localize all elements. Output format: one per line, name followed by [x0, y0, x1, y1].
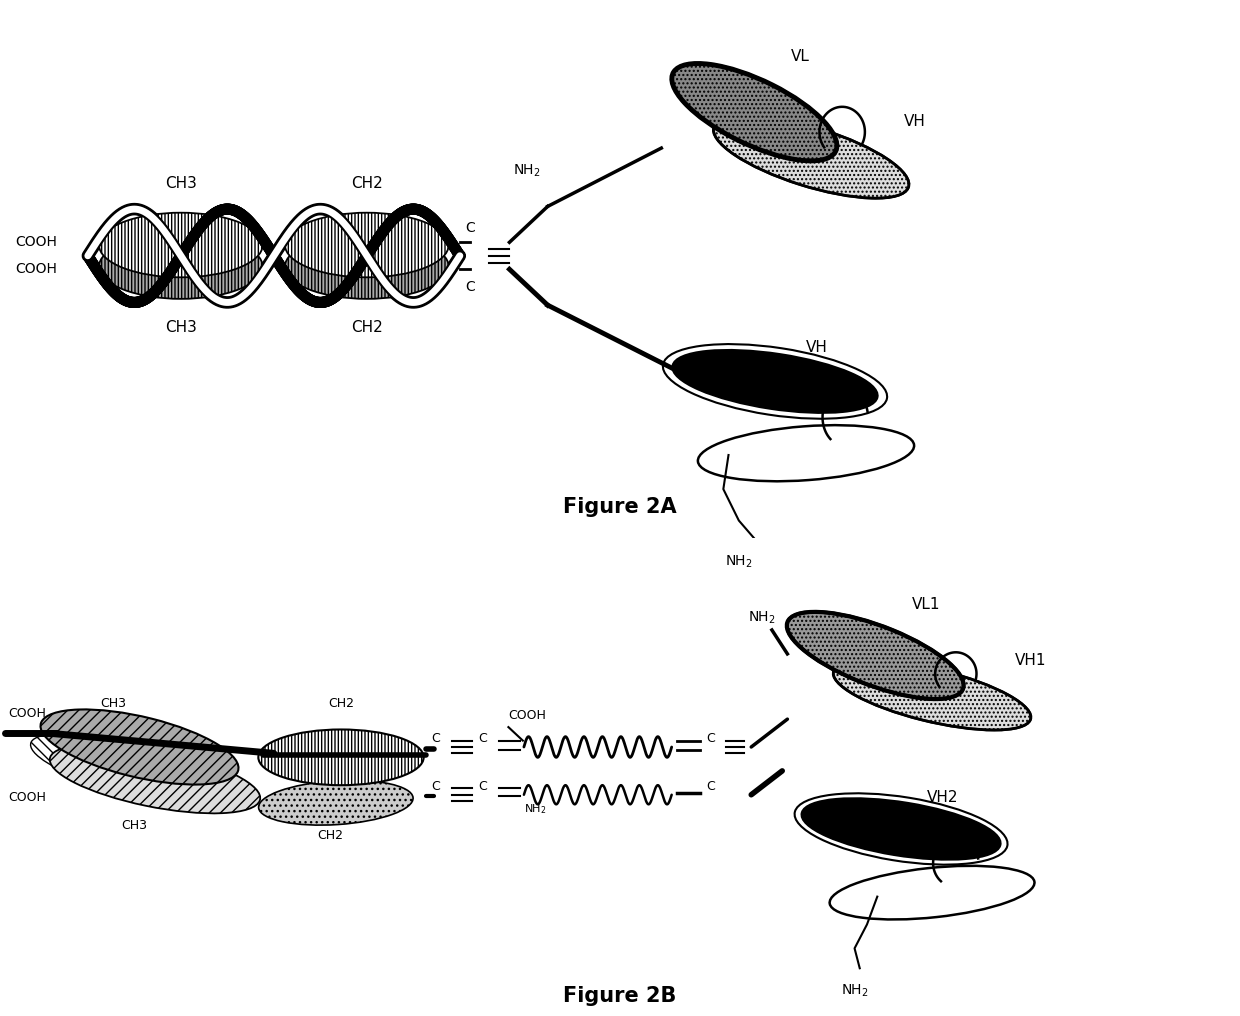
Text: VH: VH: [806, 339, 828, 355]
Text: COOH: COOH: [9, 707, 46, 720]
Text: CH3: CH3: [100, 697, 126, 709]
Ellipse shape: [802, 799, 999, 859]
Text: COOH: COOH: [15, 236, 57, 249]
Text: Figure 2B: Figure 2B: [563, 987, 677, 1006]
Text: COOH: COOH: [15, 262, 57, 276]
Ellipse shape: [41, 709, 238, 784]
Text: Figure 2A: Figure 2A: [563, 497, 677, 517]
Text: CH2: CH2: [351, 176, 383, 191]
Text: COOH: COOH: [9, 790, 46, 804]
Text: NH$_2$: NH$_2$: [841, 982, 868, 999]
Text: NH$_2$: NH$_2$: [523, 803, 547, 816]
Text: C: C: [479, 780, 487, 793]
Ellipse shape: [713, 116, 909, 198]
Ellipse shape: [50, 745, 260, 814]
Text: C: C: [706, 733, 714, 746]
Text: VL2: VL2: [968, 873, 997, 888]
Text: VH1: VH1: [1014, 652, 1047, 668]
Ellipse shape: [258, 729, 424, 785]
Ellipse shape: [787, 612, 963, 699]
Ellipse shape: [672, 63, 837, 161]
Text: VH: VH: [904, 114, 926, 129]
Ellipse shape: [833, 660, 1030, 731]
Text: NH$_2$: NH$_2$: [513, 164, 541, 180]
Ellipse shape: [285, 212, 449, 277]
Text: C: C: [465, 280, 475, 294]
Text: CH2: CH2: [351, 320, 383, 335]
Text: C: C: [479, 733, 487, 746]
Ellipse shape: [259, 780, 413, 825]
Text: CH3: CH3: [165, 176, 197, 191]
Text: VH2: VH2: [926, 789, 959, 805]
Ellipse shape: [99, 212, 263, 277]
Ellipse shape: [673, 351, 877, 412]
Text: C: C: [432, 733, 440, 746]
Text: NH$_2$: NH$_2$: [748, 610, 775, 626]
Ellipse shape: [99, 235, 263, 299]
Text: VL: VL: [858, 432, 877, 447]
Text: C: C: [706, 780, 714, 793]
Text: C: C: [465, 221, 475, 235]
Text: CH3: CH3: [165, 320, 197, 335]
Text: VL1: VL1: [911, 597, 940, 612]
Text: CH2: CH2: [329, 697, 353, 709]
Ellipse shape: [285, 235, 449, 299]
Text: VL: VL: [791, 49, 810, 64]
Text: CH2: CH2: [317, 829, 343, 842]
Text: C: C: [432, 780, 440, 793]
Text: COOH: COOH: [508, 709, 547, 721]
Ellipse shape: [698, 425, 914, 482]
Text: CH3: CH3: [122, 819, 148, 832]
Ellipse shape: [31, 735, 197, 797]
Ellipse shape: [830, 866, 1034, 919]
Text: NH$_2$: NH$_2$: [725, 554, 753, 570]
